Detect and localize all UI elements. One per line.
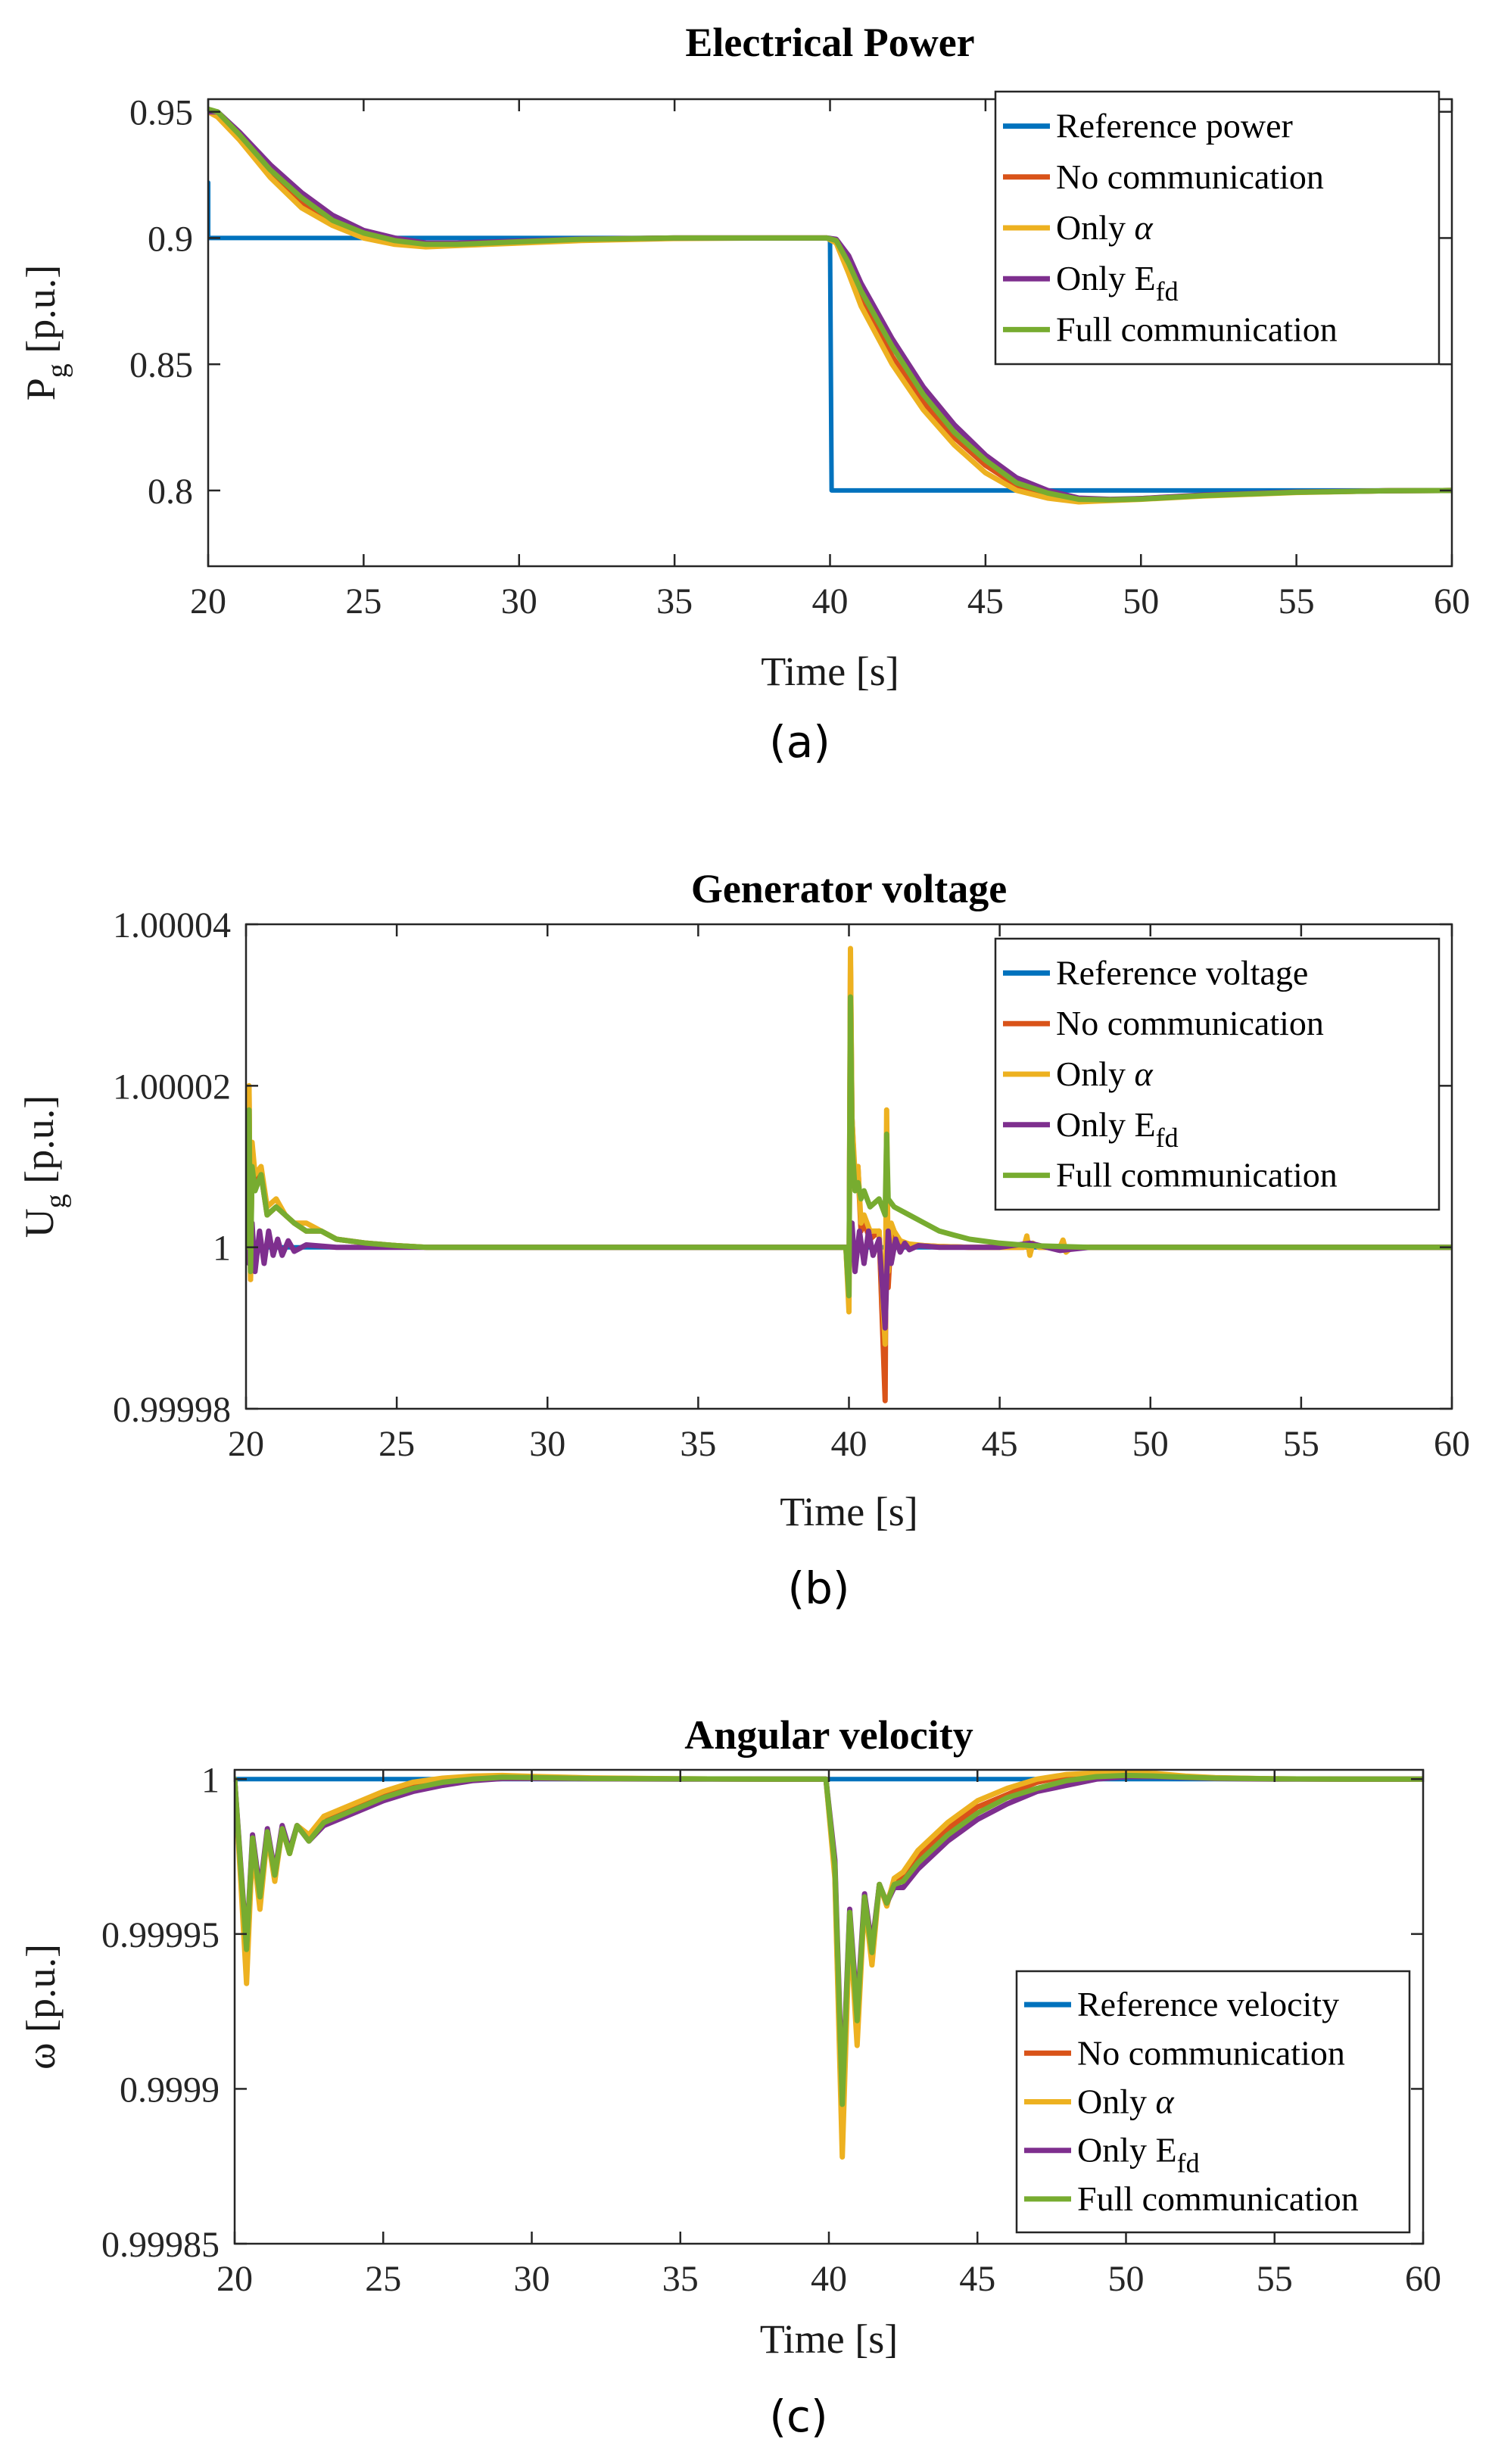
- y-tick-label: 1.00004: [113, 905, 231, 945]
- x-tick-label: 20: [216, 2259, 253, 2299]
- x-tick-label: 40: [811, 2259, 847, 2299]
- chart-title: Generator voltage: [691, 866, 1007, 911]
- panel-caption: (c): [769, 2391, 827, 2442]
- x-tick-label: 50: [1108, 2259, 1145, 2299]
- x-tick-label: 20: [228, 1424, 264, 1464]
- x-tick-label: 30: [501, 581, 537, 621]
- y-tick-label: 1.00002: [113, 1067, 231, 1107]
- x-tick-label: 60: [1434, 1424, 1470, 1464]
- x-tick-label: 50: [1123, 581, 1159, 621]
- x-axis-label: Time [s]: [780, 1489, 918, 1534]
- x-tick-label: 55: [1279, 581, 1315, 621]
- legend-label-no_comm: No communication: [1056, 157, 1324, 196]
- y-tick-label: 0.99998: [113, 1390, 231, 1430]
- x-tick-label: 35: [680, 1424, 716, 1464]
- chart-panel-0: 20 25 30 35 40 45 50 55 60 0.8 0.85 0.9 0.95 Electric…: [18, 20, 1470, 768]
- x-tick-label: 55: [1283, 1424, 1319, 1464]
- x-tick-label: 45: [959, 2259, 995, 2299]
- x-tick-label: 35: [662, 2259, 699, 2299]
- series-line-full_comm: [246, 994, 1452, 1299]
- x-tick-label: 20: [190, 581, 226, 621]
- x-tick-label: 30: [529, 1424, 565, 1464]
- x-tick-label: 60: [1405, 2259, 1441, 2299]
- legend-label-only_alpha: Only α: [1056, 208, 1154, 247]
- x-tick-label: 60: [1434, 581, 1470, 621]
- legend-box: [994, 90, 1441, 366]
- legend-label-full_comm: Full communication: [1056, 310, 1338, 348]
- series-group: [208, 106, 1452, 505]
- x-tick-label: 25: [378, 1424, 415, 1464]
- chart-title: Angular velocity: [684, 1712, 973, 1758]
- legend: Reference velocity No communication Only α…: [1015, 1970, 1411, 2234]
- y-tick-label: 1: [213, 1229, 231, 1269]
- series-group: [246, 945, 1452, 1403]
- legend-label-only_efd: Only Efd: [1077, 2131, 1200, 2179]
- y-tick-label: 0.85: [129, 345, 193, 385]
- x-tick-label: 25: [365, 2259, 401, 2299]
- legend-label-only_alpha: Only α: [1077, 2082, 1175, 2121]
- legend-label-no_comm: No communication: [1077, 2033, 1345, 2072]
- legend: Reference power No communication Only α Onl…: [994, 90, 1441, 366]
- x-tick-label: 45: [967, 581, 1004, 621]
- legend-box: [994, 937, 1441, 1211]
- y-tick-label: 0.99985: [101, 2225, 220, 2265]
- chart-title: Electrical Power: [685, 20, 974, 65]
- x-tick-label: 30: [514, 2259, 550, 2299]
- y-tick-label: 0.99995: [101, 1915, 220, 1955]
- y-axis-label: Ug [p.u.]: [17, 1095, 72, 1238]
- x-axis-label: Time [s]: [760, 2316, 899, 2362]
- y-tick-label: 0.9999: [120, 2070, 220, 2110]
- x-tick-label: 40: [831, 1424, 867, 1464]
- legend-label-only_alpha: Only α: [1056, 1054, 1154, 1093]
- y-tick-label: 1: [201, 1760, 220, 1800]
- x-tick-label: 55: [1257, 2259, 1293, 2299]
- y-tick-label: 0.8: [148, 472, 193, 512]
- x-tick-label: 45: [982, 1424, 1018, 1464]
- legend-box: [1015, 1970, 1411, 2234]
- legend-label-only_efd: Only Efd: [1056, 1105, 1179, 1153]
- x-axis-label: Time [s]: [761, 649, 899, 694]
- series-line-only_efd: [246, 1220, 1452, 1331]
- series-line-full_comm: [235, 1772, 1423, 2107]
- x-tick-label: 50: [1132, 1424, 1169, 1464]
- x-tick-label: 35: [656, 581, 693, 621]
- x-tick-label: 25: [345, 581, 382, 621]
- y-axis-label: ω [p.u.]: [18, 1944, 64, 2070]
- legend: Reference voltage No communication Only α O…: [994, 937, 1441, 1211]
- series-line-full_comm: [208, 106, 1452, 503]
- y-tick-label: 0.9: [148, 219, 193, 259]
- chart-panel-2: 20 25 30 35 40 45 50 55 60 0.99985 0.9999 0.99995 1 A…: [18, 1712, 1441, 2442]
- y-axis-label: Pg [p.u.]: [18, 265, 73, 401]
- legend-label-full_comm: Full communication: [1077, 2179, 1359, 2218]
- legend-label-reference: Reference velocity: [1077, 1985, 1339, 2023]
- x-tick-label: 40: [812, 581, 849, 621]
- legend-label-only_efd: Only Efd: [1056, 259, 1179, 307]
- panel-caption: (a): [769, 716, 830, 768]
- chart-panel-1: 20 25 30 35 40 45 50 55 60 0.99998 1 1.00002 1.00004…: [17, 866, 1470, 1614]
- y-tick-label: 0.95: [129, 93, 193, 133]
- series-group: [235, 1770, 1423, 2160]
- legend-label-reference: Reference voltage: [1056, 953, 1308, 992]
- panel-caption: (b): [787, 1562, 849, 1614]
- legend-label-full_comm: Full communication: [1056, 1156, 1338, 1195]
- legend-label-no_comm: No communication: [1056, 1004, 1324, 1042]
- legend-label-reference: Reference power: [1056, 107, 1293, 145]
